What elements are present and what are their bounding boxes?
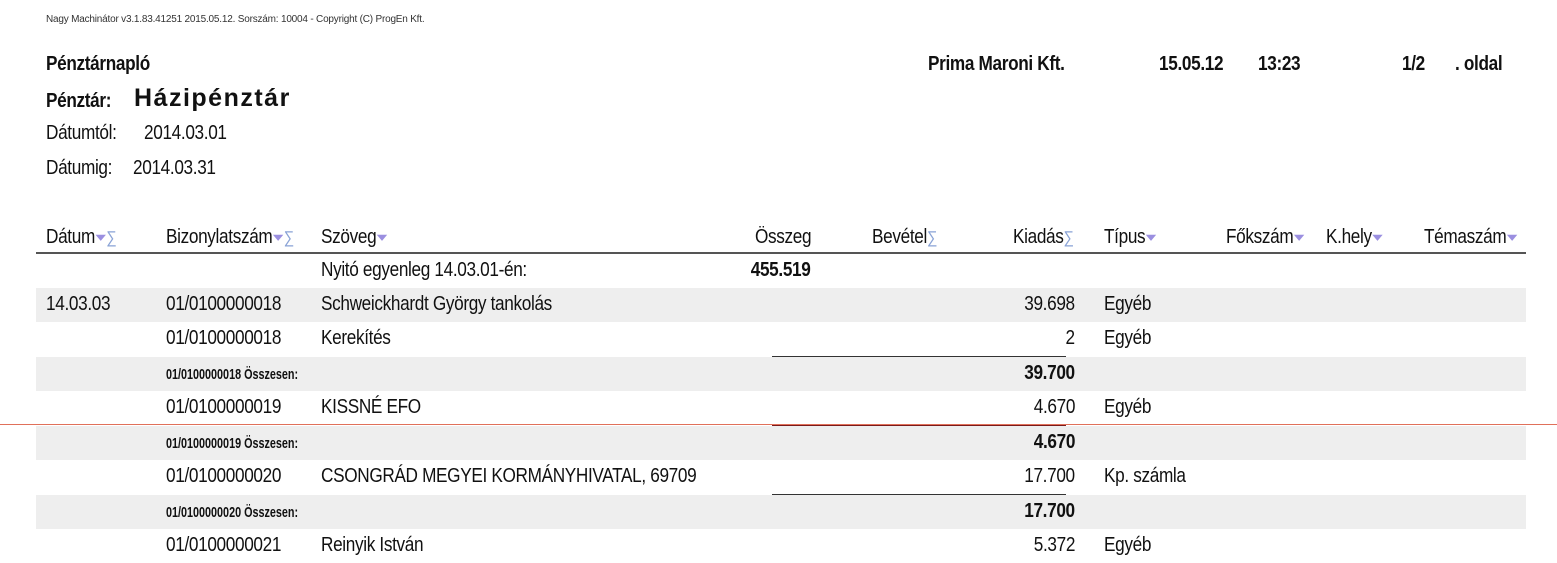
subtotal-label: 01/0100000020 Összesen:: [166, 504, 299, 521]
date-to-label: Dátumig:: [46, 157, 113, 179]
col-header-bizonylat[interactable]: Bizonylatszám⏷∑: [166, 226, 294, 249]
col-temaszam-label: Témaszám: [1424, 226, 1507, 248]
cell-kiadas: 4.670: [1033, 396, 1076, 418]
funnel-icon[interactable]: ⏷: [272, 228, 284, 247]
col-header-kiadas[interactable]: Kiadás∑: [1013, 226, 1074, 249]
subtotal-label: 01/0100000018 Összesen:: [166, 366, 299, 383]
cell-bizonylat: 01/0100000018: [166, 327, 282, 349]
cell-tipus: Egyéb: [1104, 293, 1152, 315]
col-tipus-label: Típus: [1104, 226, 1146, 248]
cell-szoveg: Reinyik István: [321, 534, 424, 556]
subtotal-rule: [772, 494, 1066, 495]
cell-kiadas: 17.700: [1024, 465, 1075, 487]
cell-bizonylat: 01/0100000021: [166, 534, 282, 556]
col-datum-label: Dátum: [46, 226, 95, 248]
opening-balance-row: Nyitó egyenleg 14.03.01-én: 455.519: [36, 254, 1526, 288]
subtotal-row: 01/0100000019 Összesen: 4.670: [36, 426, 1526, 460]
col-header-szoveg[interactable]: Szöveg⏷: [321, 226, 388, 249]
cell-bizonylat: 01/0100000020: [166, 465, 282, 487]
col-header-temaszam[interactable]: Témaszám⏷: [1424, 226, 1518, 249]
funnel-icon[interactable]: ⏷: [94, 228, 107, 247]
print-date: 15.05.12: [1159, 53, 1224, 75]
opening-balance-text: Nyitó egyenleg 14.03.01-én:: [321, 259, 527, 281]
subtotal-label: 01/0100000019 Összesen:: [166, 435, 299, 452]
funnel-icon[interactable]: ⏷: [1145, 228, 1157, 247]
subtotal-rule: [772, 425, 1066, 426]
cell-szoveg: KISSNÉ EFO: [321, 396, 421, 418]
col-header-datum[interactable]: Dátum⏷∑: [46, 226, 117, 249]
kassza-name: Házipénztár: [134, 84, 291, 112]
subtotal-kiadas: 4.670: [1033, 431, 1076, 453]
col-fokszam-label: Főkszám: [1226, 226, 1294, 248]
report-title: Pénztárnapló: [46, 53, 150, 75]
col-header-khely[interactable]: K.hely⏷: [1326, 226, 1383, 249]
col-bizonylat-label: Bizonylatszám: [166, 226, 273, 248]
company-name: Prima Maroni Kft.: [928, 53, 1065, 75]
subtotal-rule: [772, 356, 1066, 357]
cell-tipus: Kp. számla: [1104, 465, 1186, 487]
subtotal-kiadas: 39.700: [1024, 362, 1075, 384]
sigma-icon[interactable]: ∑: [283, 228, 294, 247]
date-from-value: 2014.03.01: [144, 122, 227, 144]
cell-szoveg: CSONGRÁD MEGYEI KORMÁNYHIVATAL, 69709: [321, 465, 697, 487]
cell-tipus: Egyéb: [1104, 396, 1152, 418]
cell-bizonylat: 01/0100000019: [166, 396, 282, 418]
funnel-icon[interactable]: ⏷: [1506, 228, 1518, 247]
sigma-icon[interactable]: ∑: [1063, 228, 1074, 247]
subtotal-row: 01/0100000018 Összesen: 39.700: [36, 357, 1526, 391]
cell-szoveg: Schweickhardt György tankolás: [321, 293, 552, 315]
col-header-bevetel[interactable]: Bevétel∑: [872, 226, 937, 249]
table-row[interactable]: 14.03.03 01/0100000018 Schweickhardt Gyö…: [36, 288, 1526, 322]
date-to-value: 2014.03.31: [133, 157, 216, 179]
col-osszeg-label: Összeg: [755, 226, 812, 248]
cell-kiadas: 2: [1065, 327, 1076, 349]
col-header-tipus[interactable]: Típus⏷: [1104, 226, 1157, 249]
funnel-icon[interactable]: ⏷: [1371, 228, 1384, 247]
subtotal-kiadas: 17.700: [1024, 500, 1075, 522]
table-row[interactable]: 01/0100000018 Kerekítés 2 Egyéb: [36, 322, 1526, 356]
col-header-fokszam[interactable]: Főkszám⏷: [1226, 226, 1305, 249]
sigma-icon[interactable]: ∑: [106, 228, 117, 247]
col-khely-label: K.hely: [1326, 226, 1372, 248]
col-kiadas-label: Kiadás: [1013, 226, 1064, 248]
cell-tipus: Egyéb: [1104, 327, 1152, 349]
page-break-line: [0, 424, 1557, 425]
funnel-icon[interactable]: ⏷: [376, 228, 388, 247]
opening-balance-amount: 455.519: [750, 259, 810, 281]
cell-kiadas: 5.372: [1033, 534, 1076, 556]
table-row[interactable]: 01/0100000020 CSONGRÁD MEGYEI KORMÁNYHIV…: [36, 460, 1526, 494]
col-bevetel-label: Bevétel: [872, 226, 927, 248]
col-szoveg-label: Szöveg: [321, 226, 377, 248]
date-from-label: Dátumtól:: [46, 122, 117, 144]
funnel-icon[interactable]: ⏷: [1293, 228, 1305, 247]
software-version-line: Nagy Machinátor v3.1.83.41251 2015.05.12…: [46, 14, 425, 25]
sigma-icon[interactable]: ∑: [926, 228, 938, 247]
print-time: 13:23: [1258, 53, 1301, 75]
kassza-label: Pénztár:: [46, 90, 112, 112]
subtotal-row: 01/0100000020 Összesen: 17.700: [36, 495, 1526, 529]
col-header-osszeg[interactable]: Összeg: [755, 226, 812, 249]
page-suffix: . oldal: [1455, 53, 1503, 75]
table-row[interactable]: 01/0100000021 Reinyik István 5.372 Egyéb: [36, 529, 1526, 563]
cell-szoveg: Kerekítés: [321, 327, 391, 349]
page-number: 1/2: [1402, 53, 1425, 75]
header-divider: [36, 252, 1526, 254]
cell-datum: 14.03.03: [46, 293, 111, 315]
cell-kiadas: 39.698: [1024, 293, 1075, 315]
cell-bizonylat: 01/0100000018: [166, 293, 282, 315]
cell-tipus: Egyéb: [1104, 534, 1152, 556]
table-row[interactable]: 01/0100000019 KISSNÉ EFO 4.670 Egyéb: [36, 391, 1526, 425]
